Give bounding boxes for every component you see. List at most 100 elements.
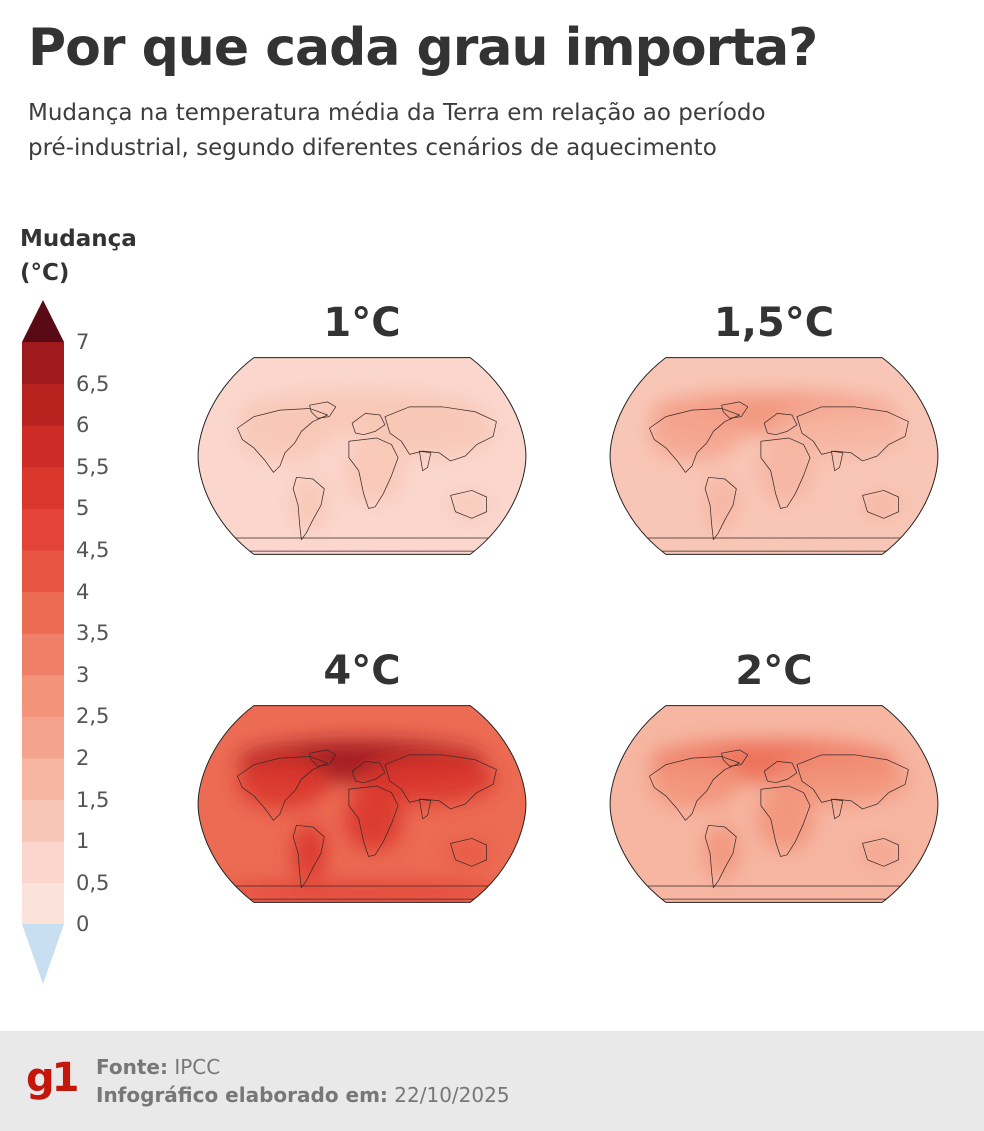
- coastline-greenland: [309, 749, 337, 767]
- scale-tick-label: 2,5: [76, 704, 110, 729]
- world-map: [197, 705, 527, 903]
- g1-logo: g1: [26, 1055, 79, 1101]
- source-value: IPCC: [174, 1055, 221, 1079]
- warming-region: [362, 754, 497, 804]
- warming-region: [237, 408, 330, 461]
- scale-band: [22, 882, 64, 925]
- scale-band: [22, 425, 64, 468]
- scale-tick-label: 0,5: [76, 870, 110, 895]
- coastline-africa: [760, 437, 811, 509]
- coastline-australia: [450, 490, 487, 519]
- coastline-africa: [760, 785, 811, 857]
- warming-region: [217, 533, 507, 555]
- warming-region: [629, 533, 919, 555]
- date-label: Infográfico elaborado em:: [96, 1083, 388, 1107]
- scale-tick-label: 2: [76, 746, 90, 770]
- scale-band: [22, 799, 64, 842]
- scale-band: [22, 550, 64, 593]
- coastline-south-america: [292, 476, 325, 540]
- warming-region: [859, 840, 902, 867]
- coastline-asia: [796, 406, 909, 462]
- page-subtitle: Mudança na temperatura média da Terra em…: [28, 96, 958, 166]
- scale-band: [22, 466, 64, 509]
- coastline-india: [419, 450, 432, 472]
- warming-region: [649, 756, 742, 809]
- coastline-asia: [796, 754, 909, 810]
- scale-band: [22, 383, 64, 426]
- globe-outline: [609, 357, 939, 555]
- coastline-africa: [348, 785, 399, 857]
- warming-region: [649, 408, 742, 461]
- scale-band: [22, 674, 64, 717]
- world-map: [197, 357, 527, 555]
- scale-tick-label: 6,5: [76, 371, 110, 396]
- scale-tick-label: 7: [76, 330, 90, 354]
- coastline-north-america: [649, 756, 740, 821]
- warming-region: [703, 823, 740, 880]
- legend-title: Mudança (°C): [20, 222, 137, 290]
- scale-max-arrow: [22, 300, 64, 342]
- coastline-south-america: [292, 824, 325, 888]
- scale-band: [22, 716, 64, 759]
- coastline-india: [831, 450, 844, 472]
- coastline-australia: [450, 838, 487, 867]
- scale-tick-label: 6: [76, 413, 90, 438]
- warming-region: [755, 437, 815, 504]
- source-line: Fonte: IPCC: [96, 1055, 220, 1079]
- legend-unit: (°C): [20, 260, 70, 286]
- map-label: 2°C: [735, 648, 813, 694]
- globe-outline: [609, 705, 939, 903]
- coastline-australia: [862, 838, 899, 867]
- warming-region: [703, 475, 740, 532]
- scale-tick-label: 5,5: [76, 454, 110, 479]
- coastline-greenland: [721, 749, 749, 767]
- coastline-greenland: [309, 401, 337, 419]
- coastline-india: [831, 798, 844, 820]
- coastline-south-america: [704, 824, 737, 888]
- coastline-north-america: [649, 408, 740, 473]
- warming-region: [859, 492, 902, 519]
- warming-region: [343, 785, 403, 852]
- warming-region: [755, 785, 815, 852]
- warming-region: [629, 881, 919, 903]
- coastline-greenland: [721, 401, 749, 419]
- scale-tick-label: 4,5: [76, 538, 110, 562]
- warming-region: [343, 437, 403, 504]
- coastline-africa: [348, 437, 399, 509]
- warming-region: [362, 406, 497, 456]
- scale-band: [22, 342, 64, 385]
- color-scale-bar: [22, 300, 64, 984]
- scale-band: [22, 633, 64, 676]
- coastline-europe: [763, 761, 798, 784]
- scale-band: [22, 508, 64, 551]
- source-label: Fonte:: [96, 1055, 168, 1079]
- scale-band: [22, 841, 64, 884]
- coastline-south-america: [704, 476, 737, 540]
- date-line: Infográfico elaborado em: 22/10/2025: [96, 1083, 510, 1107]
- map-label: 1°C: [323, 300, 401, 346]
- scale-tick-label: 1,5: [76, 787, 110, 812]
- warming-region: [447, 840, 490, 867]
- map-label: 1,5°C: [713, 300, 835, 346]
- warming-region: [237, 756, 330, 809]
- scale-tick-label: 5: [76, 496, 90, 521]
- scale-tick-label: 3: [76, 662, 90, 687]
- scale-tick-label: 1: [76, 829, 90, 854]
- coastline-north-america: [237, 756, 328, 821]
- coastline-asia: [384, 754, 497, 810]
- warming-region: [291, 475, 328, 532]
- subtitle-line-1: Mudança na temperatura média da Terra em…: [28, 100, 766, 126]
- coastline-europe: [351, 413, 386, 436]
- coastline-europe: [763, 413, 798, 436]
- warming-region: [774, 406, 909, 456]
- warming-region: [447, 492, 490, 519]
- scale-band: [22, 758, 64, 801]
- warming-region: [774, 754, 909, 804]
- coastline-australia: [862, 490, 899, 519]
- warming-region: [217, 881, 507, 903]
- subtitle-line-2: pré-industrial, segundo diferentes cenár…: [28, 135, 717, 161]
- globe-outline: [197, 357, 527, 555]
- scale-tick-label: 3,5: [76, 621, 110, 646]
- scale-min-arrow: [22, 924, 64, 984]
- globe-outline: [197, 705, 527, 903]
